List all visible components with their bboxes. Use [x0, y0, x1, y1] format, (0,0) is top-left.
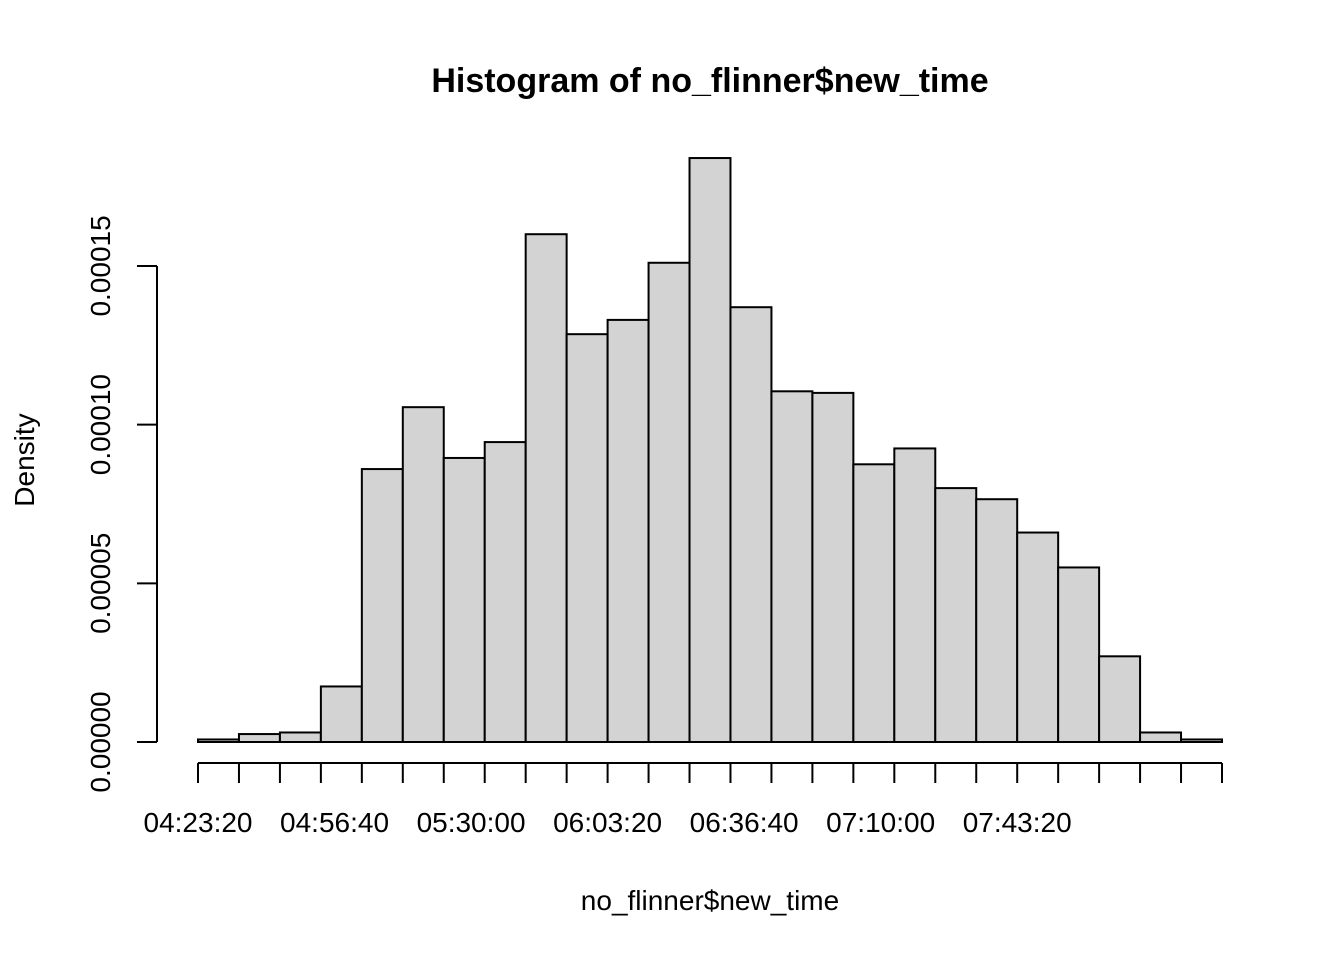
histogram-bar — [688, 157, 732, 743]
chart-title: Histogram of no_flinner$new_time — [431, 62, 988, 100]
histogram-bar — [197, 738, 240, 744]
histogram-bar — [1139, 731, 1183, 743]
y-tick-label: 0.00015 — [85, 215, 116, 316]
x-tick-label: 04:23:20 — [144, 807, 253, 838]
histogram-bar — [1180, 738, 1224, 744]
histogram-bar — [319, 685, 363, 743]
histogram-bar — [647, 261, 691, 743]
bars-group — [197, 157, 1224, 744]
y-tick-label: 0.00000 — [85, 691, 116, 792]
x-axis: 04:23:20 04:56:40 05:30:00 06:03:20 06:36:40… — [144, 762, 1223, 838]
histogram-bar — [278, 731, 322, 743]
y-tick-label: 0.00010 — [85, 374, 116, 475]
histogram-bar — [606, 318, 650, 743]
histogram-bar — [852, 463, 896, 743]
histogram-bar — [401, 406, 445, 743]
histogram-bar — [893, 447, 937, 743]
x-tick-label: 06:03:20 — [553, 807, 662, 838]
histogram-bar — [237, 733, 281, 744]
histogram-bar — [975, 498, 1019, 743]
y-axis: 0.00000 0.00005 0.00010 0.00015 — [85, 215, 158, 793]
x-tick-label: 07:10:00 — [826, 807, 935, 838]
histogram-bar — [1057, 566, 1101, 744]
x-tick-label: 05:30:00 — [417, 807, 526, 838]
histogram-bar — [442, 456, 486, 743]
histogram-bar — [483, 441, 527, 743]
y-tick-label: 0.00005 — [85, 533, 116, 634]
histogram-bar — [934, 487, 978, 743]
histogram-bar — [770, 390, 814, 743]
x-tick-label: 07:43:20 — [963, 807, 1072, 838]
histogram-bar — [729, 306, 773, 743]
histogram-bar — [360, 468, 404, 743]
histogram-bar — [811, 391, 855, 743]
histogram-bar — [565, 333, 609, 743]
histogram-bar — [1098, 655, 1142, 744]
x-axis-label: no_flinner$new_time — [581, 885, 839, 916]
histogram-bar — [524, 233, 568, 743]
histogram-bar — [1016, 531, 1060, 744]
y-axis-label: Density — [9, 413, 40, 506]
x-tick-label: 06:36:40 — [690, 807, 799, 838]
x-tick-label: 04:56:40 — [280, 807, 389, 838]
